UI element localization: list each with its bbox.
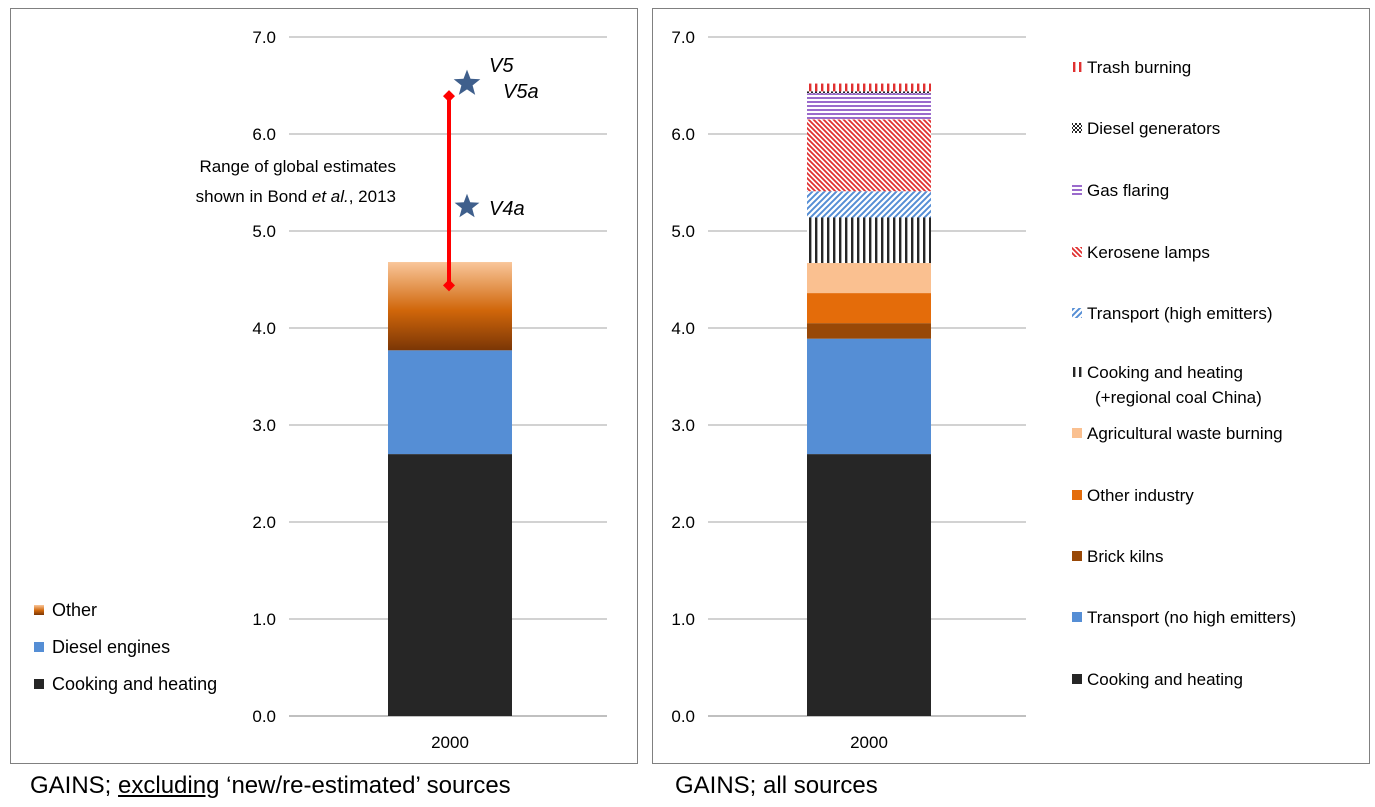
right-ytick-label: 5.0 [671,222,695,241]
left-ytick-label: 7.0 [252,28,276,47]
star-marker-v4a [454,193,480,218]
legend-label-trash-burning: Trash burning [1087,58,1191,77]
legend-swatch-cooking-and-heating [34,679,44,689]
legend-label-transport-no-high-emitters: Transport (no high emitters) [1087,608,1296,627]
left-chart: 0.0 1.0 2.0 3.0 4.0 5.0 6.0 7.0 2000 Other Diesel … [34,28,607,752]
annotation-text-italic: et al. [312,187,349,206]
legend-label-agricultural-waste-burning: Agricultural waste burning [1087,424,1283,443]
legend-label-diesel-engines: Diesel engines [52,637,170,657]
left-ytick-label: 0.0 [252,707,276,726]
caption-right: GAINS; all sources [675,772,878,799]
legend-label-diesel-generators: Diesel generators [1087,119,1220,138]
legend-swatch-transport-high-emitters [1072,308,1082,318]
legend-swatch-brick-kilns [1072,551,1082,561]
legend-label-gas-flaring: Gas flaring [1087,181,1169,200]
left-ytick-label: 3.0 [252,416,276,435]
caption-left: GAINS; excluding ‘new/re-estimated’ sour… [30,772,511,800]
legend-label-cooking-and-heating: Cooking and heating [1087,363,1243,382]
legend-label-cooking-and-heating: Cooking and heating [1087,670,1243,689]
star-marker-v5 [453,69,481,95]
right-ytick-label: 3.0 [671,416,695,435]
legend-label-other-industry: Other industry [1087,486,1194,505]
legend-swatch-gas-flaring [1072,185,1082,195]
caption-left-suffix: ‘new/re-estimated’ sources [219,772,511,799]
right-ytick-label: 4.0 [671,319,695,338]
right-chart-panel: 0.0 1.0 2.0 3.0 4.0 5.0 6.0 7.0 2000 Trash burnin… [652,8,1370,764]
annotation-text: , 2013 [349,187,396,206]
left-chart-panel: 0.0 1.0 2.0 3.0 4.0 5.0 6.0 7.0 2000 Other Diesel … [10,8,638,764]
right-ytick-label: 1.0 [671,610,695,629]
right-chart: 0.0 1.0 2.0 3.0 4.0 5.0 6.0 7.0 2000 Trash burnin… [671,28,1296,752]
legend-swatch-cooking-and-heating [1072,367,1082,377]
legend-swatch-cooking-and-heating [1072,674,1082,684]
left-ytick-label: 2.0 [252,513,276,532]
legend-swatch-transport-no-high-emitters [1072,612,1082,622]
marker-label-v5: V5 [489,55,514,77]
bar-segment-cooking-and-heating [807,454,931,716]
legend-swatch-diesel-engines [34,642,44,652]
bar-segment-brick-kilns [807,323,931,339]
legend-label-cooking-and-heating: Cooking and heating [52,674,217,694]
right-ytick-label: 0.0 [671,707,695,726]
range-annotation-line1: Range of global estimates [199,157,396,176]
bar-segment-cooking-and-heating [388,454,512,716]
legend-swatch-diesel-generators [1072,123,1082,133]
left-ytick-label: 6.0 [252,125,276,144]
bar-segment-gas-flaring [807,93,931,120]
legend-label-cooking-and-heating-line2: (+regional coal China) [1095,388,1262,407]
legend-label-brick-kilns: Brick kilns [1087,547,1164,566]
bar-segment-cooking-and-heating-regional-coal-china [807,217,931,264]
range-low-marker [443,279,455,292]
marker-label-v5a: V5a [503,81,539,103]
legend-swatch-agricultural-waste-burning [1072,428,1082,438]
range-annotation-line2: shown in Bond et al., 2013 [196,187,396,206]
legend-swatch-kerosene-lamps [1072,247,1082,257]
legend-swatch-trash-burning [1072,62,1082,72]
bar-segment-agricultural-waste-burning [807,263,931,294]
left-ytick-label: 4.0 [252,319,276,338]
bar-segment-diesel-engines [388,350,512,455]
bar-segment-kerosene-lamps [807,119,931,192]
right-x-category-label: 2000 [850,733,888,752]
caption-left-underlined: excluding [118,772,220,799]
left-ytick-label: 5.0 [252,222,276,241]
legend-label-kerosene-lamps: Kerosene lamps [1087,243,1210,262]
legend-swatch-other [34,605,44,615]
bar-segment-transport-no-high-emitters [807,338,931,455]
bar-segment-diesel-generators [807,91,931,94]
range-high-marker [443,90,455,103]
left-ytick-label: 1.0 [252,610,276,629]
bar-segment-other-industry [807,293,931,324]
left-x-category-label: 2000 [431,733,469,752]
bar-segment-trash-burning [807,83,931,92]
caption-left-prefix: GAINS; [30,772,119,799]
right-ytick-label: 6.0 [671,125,695,144]
right-ytick-label: 7.0 [671,28,695,47]
marker-label-v4a: V4a [489,198,525,220]
legend-swatch-other-industry [1072,490,1082,500]
right-ytick-label: 2.0 [671,513,695,532]
legend-label-transport-high-emitters: Transport (high emitters) [1087,304,1272,323]
legend-label-other: Other [52,600,97,620]
bar-segment-transport-high-emitters [807,191,931,218]
annotation-text: shown in Bond [196,187,312,206]
